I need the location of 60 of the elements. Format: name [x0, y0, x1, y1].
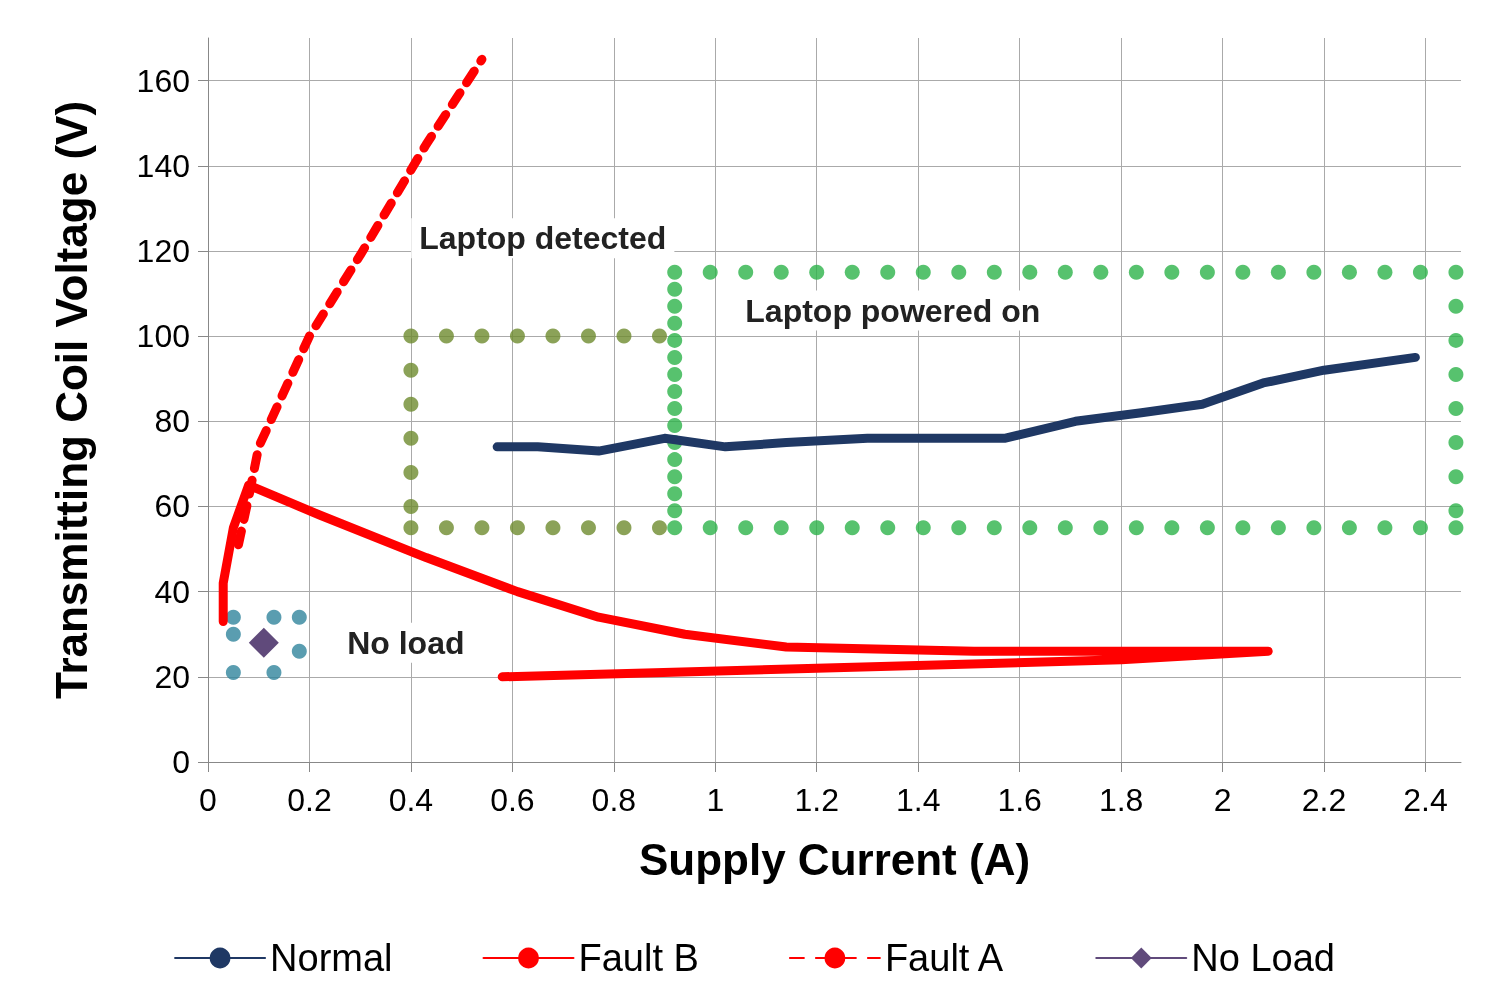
point — [509, 520, 525, 536]
x-tick-label: 2.2 — [1301, 782, 1347, 818]
legend-label: Normal — [270, 937, 393, 979]
point — [266, 609, 282, 625]
y-tick-label: 60 — [154, 488, 190, 525]
x-tick-label: 0.8 — [591, 782, 637, 818]
x-tick-label: 1.8 — [1098, 782, 1144, 818]
x-tick-label: 1 — [706, 782, 725, 818]
x-tick-label: 1.2 — [794, 782, 839, 818]
point — [248, 627, 279, 658]
point — [403, 430, 419, 446]
x-tick-label: 0.4 — [388, 782, 434, 818]
point — [545, 520, 561, 536]
y-tick-label: 40 — [154, 573, 190, 610]
annotation: Laptop detected — [419, 220, 667, 257]
x-tick-label: 2 — [1213, 782, 1232, 818]
point — [616, 328, 632, 344]
y-tick-label: 100 — [136, 318, 190, 355]
point — [403, 498, 419, 514]
point — [652, 520, 667, 536]
point — [580, 520, 596, 536]
x-tick-label: 0.6 — [490, 782, 535, 818]
y-tick-label: 160 — [136, 62, 190, 99]
point — [266, 665, 282, 681]
point — [403, 396, 419, 412]
point — [291, 643, 307, 659]
point — [509, 328, 525, 344]
point — [403, 362, 419, 378]
x-axis-title: Supply Current (A) — [638, 834, 1031, 884]
point — [225, 626, 241, 642]
y-tick-label: 20 — [154, 658, 190, 695]
point — [225, 665, 241, 681]
y-tick-label: 120 — [136, 232, 190, 269]
x-tick-label: 1.4 — [895, 782, 941, 818]
point — [616, 520, 632, 536]
point — [225, 609, 241, 625]
point — [438, 520, 454, 536]
point — [291, 609, 307, 625]
annotation: Laptop powered on — [745, 292, 1041, 329]
x-tick-label: 0 — [199, 782, 217, 818]
point — [580, 328, 596, 344]
point — [438, 328, 454, 344]
legend-label: Fault A — [884, 937, 1004, 979]
point — [652, 328, 667, 344]
point — [403, 464, 419, 480]
x-tick-label: 1.6 — [997, 782, 1042, 818]
x-tick-label: 0.2 — [287, 782, 332, 818]
point — [474, 328, 490, 344]
y-tick-label: 140 — [136, 147, 190, 184]
legend-label: Fault B — [578, 937, 699, 979]
x-tick-label: 2.4 — [1403, 782, 1448, 818]
point — [403, 328, 419, 344]
point — [474, 520, 490, 536]
y-axis-title: Transmitting Coil Voltage (V) — [46, 100, 96, 700]
annotation: No load — [347, 624, 465, 661]
legend-label: No Load — [1191, 937, 1335, 979]
y-tick-label: 0 — [172, 744, 190, 780]
point — [403, 520, 419, 536]
point — [545, 328, 561, 344]
y-tick-label: 80 — [154, 403, 190, 440]
